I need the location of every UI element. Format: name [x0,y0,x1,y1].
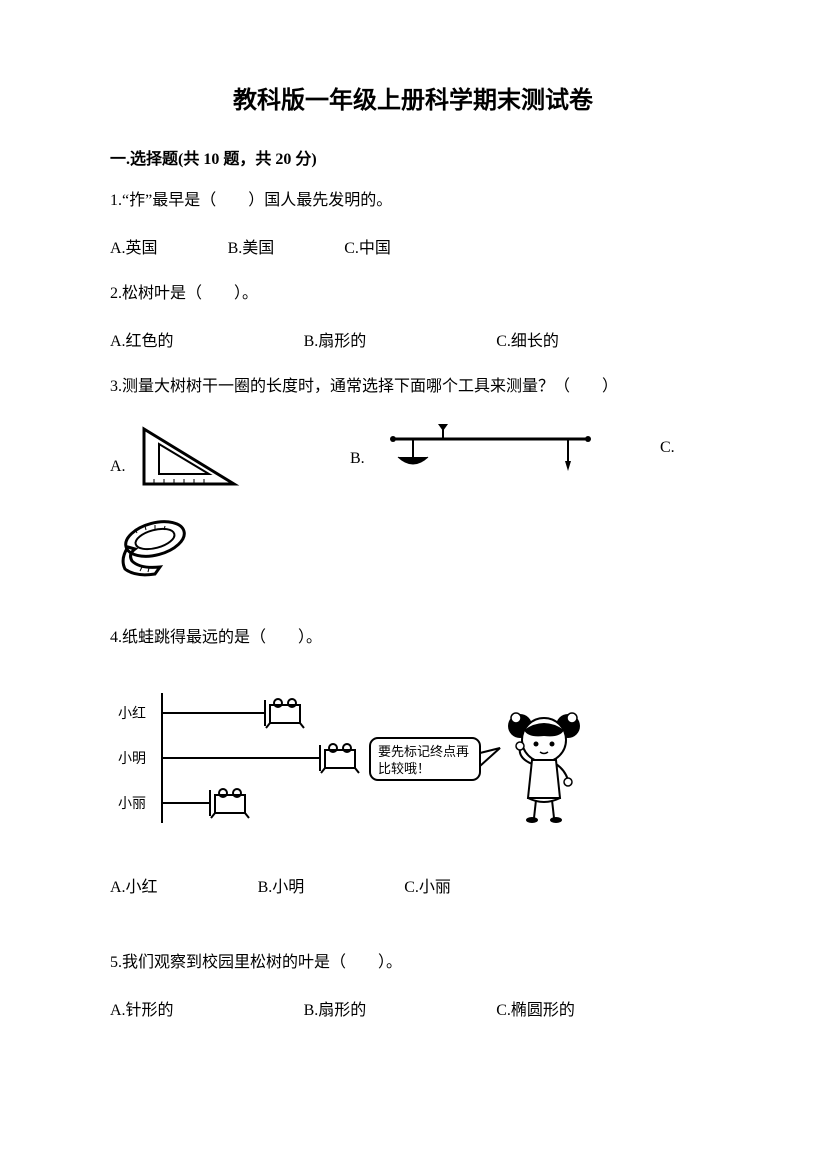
label-xiaoming: 小明 [118,751,146,767]
tape-measure-icon [110,509,210,589]
q3-options: A. B. C. [110,419,716,494]
girl-cartoon-icon [508,713,580,823]
q4-option-b: B.小明 [258,873,305,897]
question-3: 3.测量大树树干一圈的长度时，通常选择下面哪个工具来测量？（ ） [110,373,716,402]
q5-options: A.针形的 B.扇形的 C.椭圆形的 [110,996,716,1020]
q2-option-c: C.细长的 [496,327,559,351]
q3-option-c: C. [660,419,683,457]
frog-jump-diagram: 小红 小明 小丽 [110,678,610,838]
q3-tape-measure [110,509,716,594]
page-title: 教科版一年级上册科学期末测试卷 [110,80,716,115]
question-2: 2.松树叶是（ ）。 [110,280,716,309]
q5-option-b: B.扇形的 [304,996,367,1020]
q3-option-a: A. [110,419,350,494]
section-header: 一.选择题(共 10 题，共 20 分) [110,145,716,169]
question-1: 1.“拃”最早是（ ）国人最先发明的。 [110,187,716,216]
question-5: 5.我们观察到校园里松树的叶是（ ）。 [110,949,716,978]
q1-option-b: B.美国 [228,234,275,258]
label-xiaoli: 小丽 [118,796,146,812]
q5-option-c: C.椭圆形的 [496,996,575,1020]
q2-option-b: B.扇形的 [304,327,367,351]
q2-options: A.红色的 B.扇形的 C.细长的 [110,327,716,351]
balance-scale-icon [373,419,603,479]
q4-option-a: A.小红 [110,873,158,897]
triangle-ruler-icon [134,419,244,494]
q3-option-b: B. [350,419,660,479]
question-4: 4.纸蛙跳得最远的是（ ）。 [110,624,716,653]
q4-figure: 小红 小明 小丽 [110,678,716,843]
q1-options: A.英国 B.美国 C.中国 [110,234,716,258]
q3-label-c: C. [660,419,675,457]
q1-option-c: C.中国 [344,234,391,258]
svg-text:比较哦！: 比较哦！ [378,761,430,776]
q3-label-a: A. [110,438,126,476]
svg-text:要先标记终点再: 要先标记终点再 [378,744,469,759]
q2-option-a: A.红色的 [110,327,174,351]
q1-option-a: A.英国 [110,234,158,258]
q3-label-b: B. [350,430,365,468]
speech-bubble: 要先标记终点再 比较哦！ [370,738,500,780]
q5-option-a: A.针形的 [110,996,174,1020]
q4-option-c: C.小丽 [404,873,451,897]
q4-options: A.小红 B.小明 C.小丽 [110,873,716,897]
label-xiaohong: 小红 [118,706,146,722]
